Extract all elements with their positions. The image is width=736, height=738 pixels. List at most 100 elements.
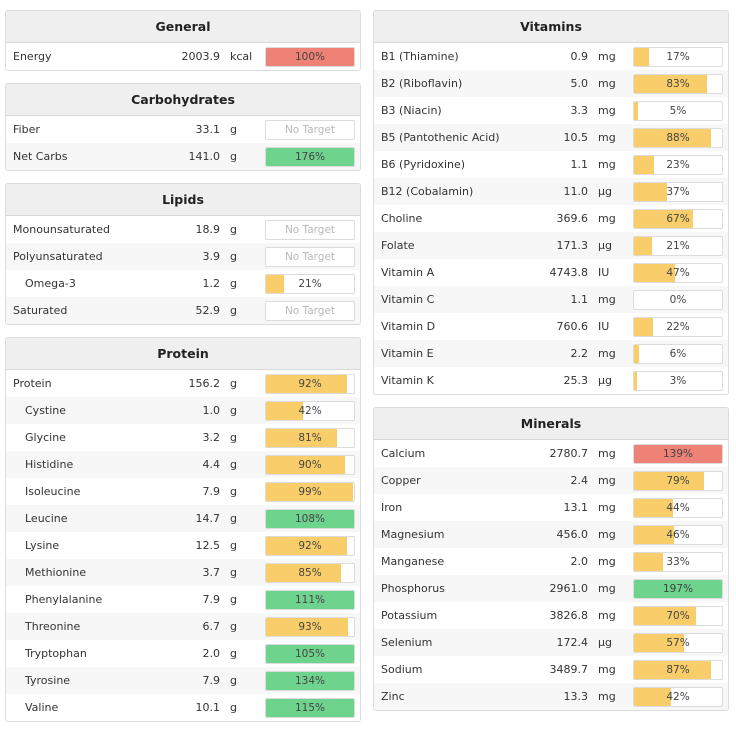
target-percent-label: 42% — [298, 405, 322, 417]
nutrient-row-copper[interactable]: Copper 2.4 mg 79% — [374, 467, 728, 494]
target-progress-fill — [266, 148, 354, 166]
nutrient-row-saturated[interactable]: Saturated 52.9 g No Target — [6, 297, 360, 324]
nutrient-row-isoleucine[interactable]: Isoleucine 7.9 g 99% — [6, 478, 360, 505]
nutrient-row-methionine[interactable]: Methionine 3.7 g 85% — [6, 559, 360, 586]
nutrient-row-vitamin-k[interactable]: Vitamin K 25.3 µg 3% — [374, 367, 728, 394]
nutrient-row-b3-niacin[interactable]: B3 (Niacin) 3.3 mg 5% — [374, 97, 728, 124]
nutrient-row-selenium[interactable]: Selenium 172.4 µg 57% — [374, 629, 728, 656]
target-progress-bar: No Target — [265, 301, 355, 321]
nutrient-row-monounsaturated[interactable]: Monounsaturated 18.9 g No Target — [6, 216, 360, 243]
nutrient-unit: µg — [598, 374, 612, 387]
nutrient-row-calcium[interactable]: Calcium 2780.7 mg 139% — [374, 440, 728, 467]
nutrient-unit: mg — [598, 104, 616, 117]
target-progress-bar: 111% — [265, 590, 355, 610]
nutrient-row-zinc[interactable]: Zinc 13.3 mg 42% — [374, 683, 728, 710]
nutrient-row-b1-thiamine[interactable]: B1 (Thiamine) 0.9 mg 17% — [374, 43, 728, 70]
nutrient-name: Phosphorus — [381, 582, 445, 595]
nutrient-row-sodium[interactable]: Sodium 3489.7 mg 87% — [374, 656, 728, 683]
target-progress-fill — [634, 445, 722, 463]
nutrient-row-glycine[interactable]: Glycine 3.2 g 81% — [6, 424, 360, 451]
nutrient-unit: g — [230, 431, 237, 444]
nutrient-amount: 12.5 — [195, 539, 221, 552]
target-percent-label: 22% — [666, 321, 690, 333]
nutrient-amount: 2003.9 — [181, 50, 221, 63]
target-progress-bar: 105% — [265, 644, 355, 664]
nutrient-row-valine[interactable]: Valine 10.1 g 115% — [6, 694, 360, 721]
nutrient-amount: 456.0 — [556, 528, 589, 541]
target-progress-fill — [266, 645, 354, 663]
nutrient-row-lysine[interactable]: Lysine 12.5 g 92% — [6, 532, 360, 559]
nutrient-amount: 52.9 — [195, 304, 221, 317]
nutrient-row-b12-cobalamin[interactable]: B12 (Cobalamin) 11.0 µg 37% — [374, 178, 728, 205]
nutrient-row-histidine[interactable]: Histidine 4.4 g 90% — [6, 451, 360, 478]
target-progress-fill — [634, 75, 708, 93]
nutrient-row-choline[interactable]: Choline 369.6 mg 67% — [374, 205, 728, 232]
target-progress-bar: 134% — [265, 671, 355, 691]
nutrient-row-vitamin-d[interactable]: Vitamin D 760.6 IU 22% — [374, 313, 728, 340]
nutrient-unit: mg — [598, 447, 616, 460]
nutrient-row-b5-pantothenic-acid[interactable]: B5 (Pantothenic Acid) 10.5 mg 88% — [374, 124, 728, 151]
nutrient-unit: g — [230, 674, 237, 687]
nutrient-amount: 14.7 — [195, 512, 221, 525]
nutrient-row-folate[interactable]: Folate 171.3 µg 21% — [374, 232, 728, 259]
nutrient-row-energy[interactable]: Energy 2003.9 kcal 100% — [6, 43, 360, 70]
nutrient-amount: 5.0 — [570, 77, 589, 90]
nutrient-row-protein[interactable]: Protein 156.2 g 92% — [6, 370, 360, 397]
target-progress-fill — [266, 402, 303, 420]
target-progress-bar: 42% — [265, 401, 355, 421]
target-percent-label: 108% — [294, 513, 326, 525]
target-progress-bar: 81% — [265, 428, 355, 448]
nutrient-row-potassium[interactable]: Potassium 3826.8 mg 70% — [374, 602, 728, 629]
nutrient-row-vitamin-a[interactable]: Vitamin A 4743.8 IU 47% — [374, 259, 728, 286]
nutrient-row-b2-riboflavin[interactable]: B2 (Riboflavin) 5.0 mg 83% — [374, 70, 728, 97]
panel-title: Minerals — [374, 408, 728, 440]
nutrient-unit: g — [230, 647, 237, 660]
nutrient-row-magnesium[interactable]: Magnesium 456.0 mg 46% — [374, 521, 728, 548]
nutrient-row-iron[interactable]: Iron 13.1 mg 44% — [374, 494, 728, 521]
nutrient-row-vitamin-e[interactable]: Vitamin E 2.2 mg 6% — [374, 340, 728, 367]
target-progress-bar: 88% — [633, 128, 723, 148]
panel-title: Carbohydrates — [6, 84, 360, 116]
panel-lipids: Lipids Monounsaturated 18.9 g No Target Polyu… — [5, 183, 361, 325]
target-percent-label: 33% — [666, 556, 690, 568]
nutrient-unit: mg — [598, 555, 616, 568]
nutrient-row-phenylalanine[interactable]: Phenylalanine 7.9 g 111% — [6, 586, 360, 613]
nutrient-amount: 141.0 — [188, 150, 221, 163]
nutrient-unit: mg — [598, 347, 616, 360]
target-percent-label: 92% — [298, 378, 322, 390]
nutrient-row-tryptophan[interactable]: Tryptophan 2.0 g 105% — [6, 640, 360, 667]
nutrient-amount: 10.5 — [563, 131, 589, 144]
nutrient-row-fiber[interactable]: Fiber 33.1 g No Target — [6, 116, 360, 143]
nutrient-row-cystine[interactable]: Cystine 1.0 g 42% — [6, 397, 360, 424]
target-progress-fill — [266, 510, 354, 528]
nutrient-amount: 3.2 — [202, 431, 221, 444]
nutrient-row-phosphorus[interactable]: Phosphorus 2961.0 mg 197% — [374, 575, 728, 602]
nutrient-amount: 3826.8 — [549, 609, 589, 622]
target-percent-label: 44% — [666, 502, 690, 514]
nutrient-amount: 760.6 — [556, 320, 589, 333]
panel-protein: Protein Protein 156.2 g 92% Cystine 1.0 g 42% Gly… — [5, 337, 361, 722]
nutrient-name: B2 (Riboflavin) — [381, 77, 463, 90]
target-progress-bar: 6% — [633, 344, 723, 364]
nutrient-amount: 2780.7 — [549, 447, 589, 460]
nutrient-amount: 172.4 — [556, 636, 589, 649]
target-progress-fill — [266, 699, 354, 717]
nutrient-unit: mg — [598, 690, 616, 703]
nutrient-name: Iron — [381, 501, 403, 514]
nutrient-name: Net Carbs — [13, 150, 68, 163]
target-percent-label: No Target — [284, 224, 336, 236]
nutrient-amount: 2.4 — [570, 474, 589, 487]
nutrient-row-tyrosine[interactable]: Tyrosine 7.9 g 134% — [6, 667, 360, 694]
nutrient-row-omega-3[interactable]: Omega-3 1.2 g 21% — [6, 270, 360, 297]
target-progress-fill — [634, 499, 673, 517]
nutrient-unit: mg — [598, 663, 616, 676]
nutrient-row-threonine[interactable]: Threonine 6.7 g 93% — [6, 613, 360, 640]
nutrient-row-manganese[interactable]: Manganese 2.0 mg 33% — [374, 548, 728, 575]
nutrient-row-leucine[interactable]: Leucine 14.7 g 108% — [6, 505, 360, 532]
nutrient-row-vitamin-c[interactable]: Vitamin C 1.1 mg 0% — [374, 286, 728, 313]
nutrient-row-polyunsaturated[interactable]: Polyunsaturated 3.9 g No Target — [6, 243, 360, 270]
nutrient-row-b6-pyridoxine[interactable]: B6 (Pyridoxine) 1.1 mg 23% — [374, 151, 728, 178]
nutrient-unit: g — [230, 123, 237, 136]
nutrient-row-net-carbs[interactable]: Net Carbs 141.0 g 176% — [6, 143, 360, 170]
nutrient-unit: g — [230, 701, 237, 714]
